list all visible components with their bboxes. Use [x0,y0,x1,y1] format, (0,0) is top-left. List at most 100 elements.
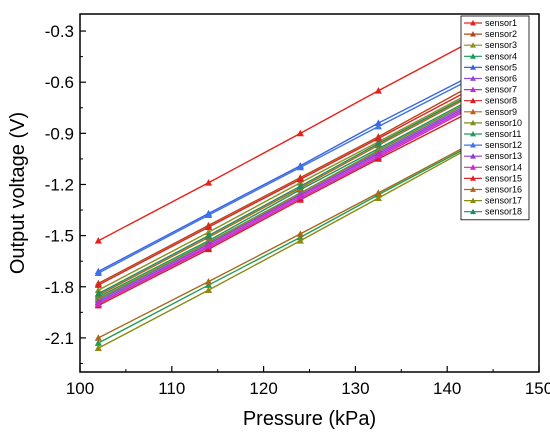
legend-marker [470,208,476,215]
series-sensor8 [94,109,472,309]
data-point-marker [94,289,102,297]
data-point-marker [94,295,102,302]
data-point-marker [296,237,304,244]
data-point-marker [204,228,213,236]
data-point-marker [204,179,213,186]
series-line [98,95,469,295]
x-axis: 100 110 120 130 140 150 [66,366,550,398]
legend-item: sensor4 [464,51,517,61]
legend-marker [470,31,476,37]
data-point-marker [374,146,382,154]
data-point-marker [94,269,102,277]
data-point-marker [296,179,304,186]
data-point-marker [296,192,304,200]
data-point-marker [94,286,102,294]
data-point-marker [374,139,382,147]
legend-marker [470,64,476,70]
series-sensor1 [94,39,472,244]
x-tick-label: 100 [66,379,94,398]
legend-item: sensor8 [464,96,517,106]
legend-marker [470,186,476,192]
data-point-marker [94,344,102,352]
legend-marker [470,42,476,48]
y-tick-label: -0.9 [45,124,74,143]
legend-item: sensor14 [464,162,522,172]
series-line [98,107,469,305]
data-point-marker [296,129,304,137]
legend-item: sensor9 [464,107,517,117]
legend-label: sensor7 [485,85,517,95]
legend-item: sensor6 [464,74,517,84]
series-sensor4 [94,97,472,300]
legend-item: sensor18 [464,207,522,217]
data-point-marker [296,163,304,171]
data-point-marker [374,151,382,159]
legend-item: sensor16 [464,185,522,195]
legend-label: sensor16 [485,185,522,195]
legend-marker [470,131,476,137]
series-sensor14 [94,104,472,307]
series-line [98,86,469,284]
legend-marker [470,153,476,159]
legend-marker [470,86,476,92]
legend-label: sensor14 [485,162,522,172]
series-line [98,100,469,298]
series-sensor16 [94,141,472,341]
series-sensor3 [94,90,472,294]
y-tick-label: -0.6 [45,73,74,92]
data-point-marker [296,196,304,203]
legend-marker [470,197,476,203]
legend-box [460,15,530,221]
legend-label: sensor10 [485,118,522,128]
legend-marker [470,164,476,170]
legend-marker [470,175,476,181]
data-series [94,39,472,352]
legend-item: sensor2 [464,29,517,39]
x-tick-label: 110 [158,379,185,398]
y-axis-title: Output voltage (V) [7,112,29,274]
data-point-marker [374,155,382,162]
y-tick-label: -0.3 [45,22,74,41]
y-axis: -2.1 -1.8 -1.5 -1.2 -0.9 -0.6 -0.3 [45,22,86,364]
legend-item: sensor11 [464,129,521,139]
legend-item: sensor5 [464,62,517,72]
legend-label: sensor17 [485,196,522,206]
data-point-marker [204,281,213,288]
data-point-marker [204,242,213,249]
data-point-marker [374,119,382,126]
x-tick-label: 140 [433,379,461,398]
legend-marker [470,20,476,26]
series-line [98,148,469,349]
data-point-marker [204,211,213,219]
data-point-marker [94,281,102,288]
legend-label: sensor13 [485,151,522,161]
legend-label: sensor8 [485,96,517,106]
legend-marker [470,53,476,59]
data-point-marker [296,233,304,241]
legend-label: sensor4 [485,51,517,61]
legend-marker [470,108,476,115]
series-line [98,90,469,286]
legend-marker [470,75,476,81]
y-tick-label: -1.8 [45,278,74,297]
series-sensor15 [94,87,472,288]
series-sensor2 [94,83,472,287]
data-point-marker [94,339,102,346]
legend-label: sensor12 [485,140,522,150]
data-point-marker [296,182,304,190]
legend-item: sensor1 [464,18,517,28]
data-point-marker [374,189,382,196]
x-tick-label: 130 [341,379,369,398]
x-tick-label: 150 [525,379,550,398]
data-point-marker [204,245,213,253]
data-point-marker [204,223,213,230]
legend-label: sensor18 [485,207,522,217]
legend-label: sensor11 [485,129,521,139]
legend-item: sensor7 [464,85,517,95]
y-tick-label: -1.5 [45,227,74,246]
legend-item: sensor3 [464,40,517,50]
x-axis-title: Pressure (kPa) [243,408,376,430]
data-point-marker [374,87,382,94]
